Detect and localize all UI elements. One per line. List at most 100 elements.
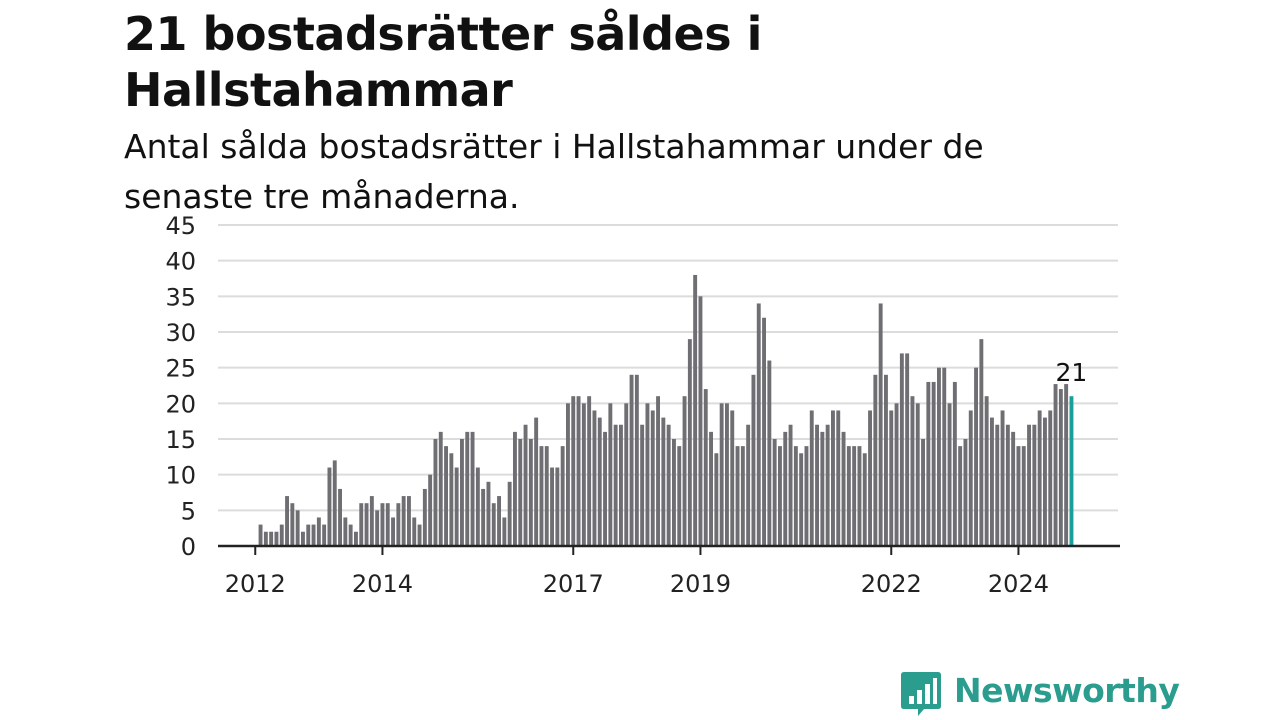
bar	[926, 381, 931, 546]
bar	[968, 410, 973, 546]
y-tick-label: 35	[165, 283, 196, 311]
bar	[444, 446, 448, 546]
bar	[979, 339, 984, 546]
y-axis-tick-labels: 0 5 10 15 20 25 30 35 40 45	[165, 212, 196, 561]
bar	[1043, 417, 1047, 546]
bar	[412, 517, 417, 546]
bar	[942, 367, 947, 546]
bar	[311, 524, 316, 546]
bar	[507, 481, 512, 546]
brand-name: Newsworthy	[954, 671, 1180, 710]
chart-subtitle: Antal sålda bostadsrätter i Hallstahamma…	[124, 127, 984, 216]
bar	[581, 403, 586, 546]
y-tick-label: 45	[165, 212, 196, 240]
bar	[698, 296, 703, 546]
bar	[306, 524, 311, 546]
bar	[571, 396, 576, 546]
bar	[576, 396, 581, 546]
bar	[740, 446, 745, 546]
bar	[295, 510, 300, 546]
bar	[364, 503, 369, 546]
bar	[290, 503, 295, 546]
bar	[714, 453, 719, 546]
bar	[523, 424, 528, 546]
bar	[931, 381, 936, 546]
bar	[725, 403, 729, 546]
bar	[640, 424, 645, 546]
y-tick-label: 40	[165, 248, 196, 276]
bar	[1037, 410, 1042, 546]
x-tick-label: 2012	[225, 570, 286, 598]
bar	[1048, 410, 1053, 546]
y-tick-label: 25	[165, 355, 196, 383]
bar	[937, 367, 941, 546]
bar	[608, 403, 613, 546]
bar	[661, 417, 666, 546]
bar	[269, 531, 274, 546]
y-tick-label: 20	[165, 390, 196, 418]
bar	[343, 517, 348, 546]
bar	[915, 403, 920, 546]
bar	[385, 503, 390, 546]
bar	[592, 410, 597, 546]
bar	[974, 367, 978, 546]
chart-title: 21 bostadsrätter såldes i Hallstahammar	[124, 7, 762, 117]
y-tick-label: 0	[181, 533, 196, 561]
bar	[857, 446, 862, 546]
bar	[465, 431, 470, 546]
bar	[730, 410, 735, 546]
bar	[687, 339, 692, 546]
bar	[619, 424, 623, 546]
bar	[656, 396, 660, 546]
bar	[799, 453, 804, 546]
bar	[703, 389, 708, 546]
bar	[518, 439, 523, 546]
bar	[1016, 446, 1021, 546]
bar	[772, 439, 777, 546]
bar	[852, 446, 857, 546]
bar	[634, 374, 639, 546]
bar	[428, 474, 433, 546]
bar	[990, 417, 994, 546]
bar	[613, 424, 618, 546]
bar	[873, 374, 878, 546]
bar	[401, 496, 406, 546]
bar	[884, 374, 888, 546]
bar	[555, 467, 560, 546]
bar	[762, 317, 766, 546]
bar	[422, 488, 427, 546]
bar	[417, 524, 422, 546]
bar	[502, 517, 507, 546]
bar	[279, 524, 284, 546]
bar	[470, 431, 475, 546]
bar	[258, 524, 263, 546]
bar	[301, 531, 305, 546]
bar	[921, 439, 925, 546]
bar	[407, 496, 411, 546]
bar	[1000, 410, 1005, 546]
bar	[433, 439, 438, 546]
bar	[1064, 384, 1069, 546]
bar	[788, 424, 793, 546]
y-tick-label: 10	[165, 462, 196, 490]
y-tick-label: 5	[181, 497, 196, 525]
newsworthy-logo: Newsworthy	[900, 670, 1180, 720]
bar	[391, 517, 395, 546]
bar	[587, 396, 592, 546]
bar	[603, 431, 607, 546]
bar	[809, 410, 814, 546]
bar	[820, 431, 825, 546]
bar	[778, 446, 782, 546]
bar	[1021, 446, 1026, 546]
y-tick-label: 30	[165, 319, 196, 347]
bar	[629, 374, 634, 546]
bar	[1027, 424, 1031, 546]
bar	[1011, 431, 1016, 546]
bar	[274, 531, 279, 546]
bar	[783, 431, 788, 546]
bar	[793, 446, 798, 546]
bar	[804, 446, 809, 546]
bar	[369, 496, 374, 546]
bar	[735, 446, 740, 546]
bar	[841, 431, 846, 546]
